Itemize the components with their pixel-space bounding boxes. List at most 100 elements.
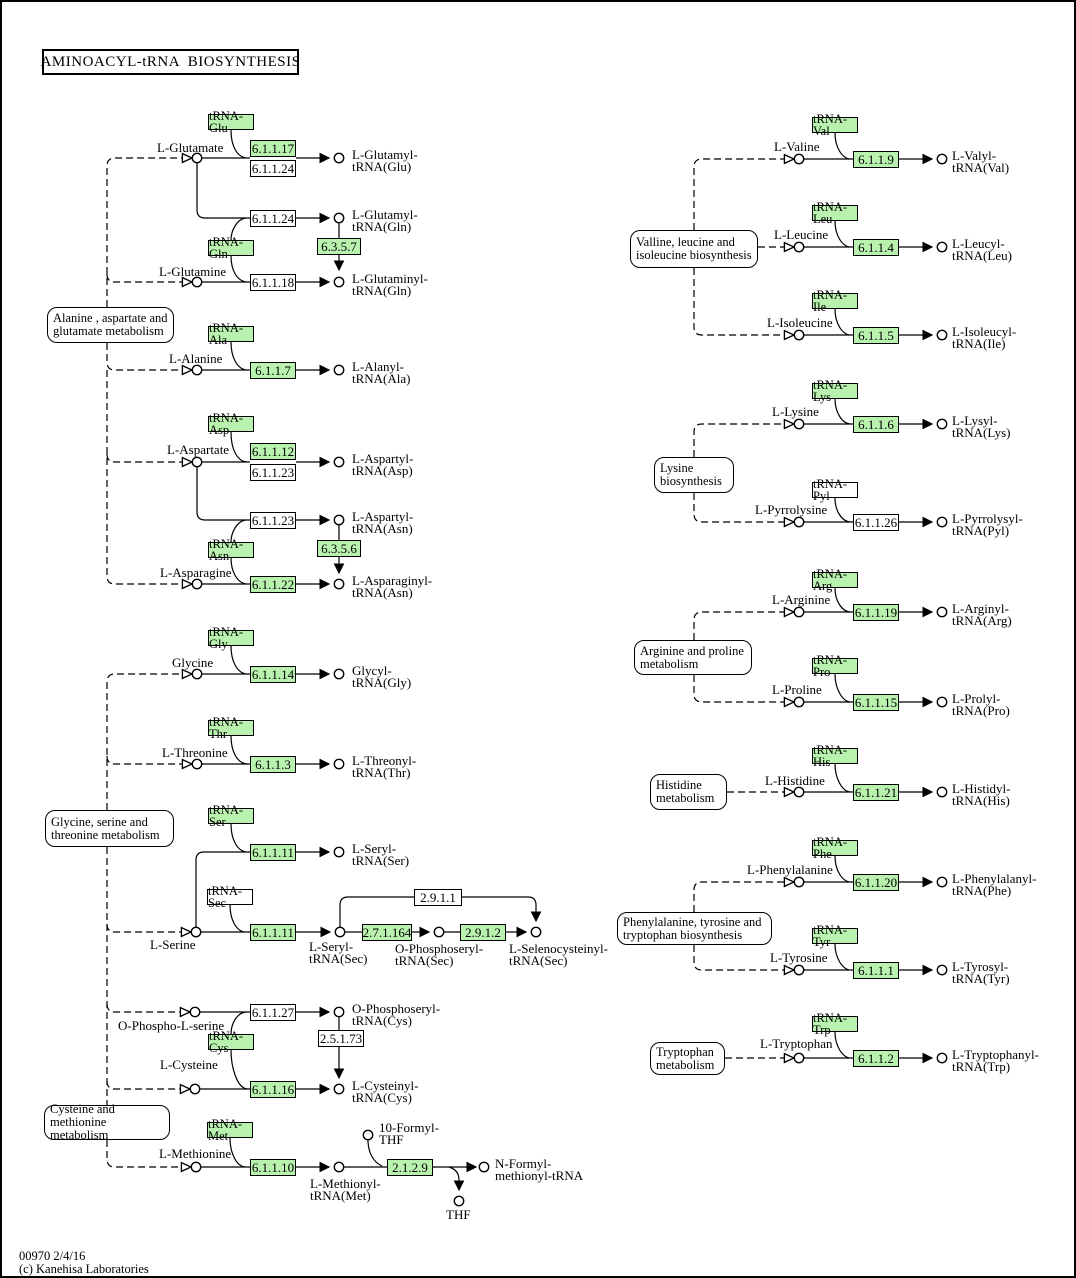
enzyme-box-6-1-1-14[interactable]: 6.1.1.14 (250, 666, 296, 683)
product-circle-seryl-trna-sec[interactable] (334, 926, 346, 938)
trna-box-ile[interactable]: tRNA-Ile (812, 288, 858, 313)
module-box-valine-leucine-isoleucine[interactable]: Valline, leucine and isoleucine biosynth… (630, 230, 758, 268)
enzyme-box-6-1-1-22[interactable]: 6.1.1.22 (250, 576, 296, 593)
trna-box-his[interactable]: tRNA-His (812, 743, 858, 768)
trna-box-tyr[interactable]: tRNA-Tyr (812, 923, 858, 948)
trna-box-thr[interactable]: tRNA-Thr (208, 715, 254, 740)
trna-box-cys[interactable]: tRNA-Cys (208, 1029, 254, 1054)
product-circle-cys-trna[interactable] (333, 1083, 345, 1095)
enzyme-box-6-1-1-26[interactable]: 6.1.1.26 (853, 514, 899, 531)
enzyme-box-6-1-1-24[interactable]: 6.1.1.24 (250, 160, 296, 177)
product-circle-leu-trna[interactable] (936, 241, 948, 253)
product-circle-his-trna[interactable] (936, 786, 948, 798)
substrate-circle-glu[interactable] (191, 152, 203, 164)
module-box-tryptophan-metabolism[interactable]: Tryptophan metabolism (650, 1042, 725, 1075)
product-circle-ile-trna[interactable] (936, 329, 948, 341)
trna-box-ala[interactable]: tRNA-Ala (208, 321, 254, 346)
substrate-circle-asp[interactable] (191, 456, 203, 468)
product-circle-glu-trna[interactable] (333, 152, 345, 164)
enzyme-box-6-1-1-10[interactable]: 6.1.1.10 (250, 1159, 296, 1176)
substrate-circle-trp[interactable] (793, 1052, 805, 1064)
module-box-alanine-aspartate-glutamate[interactable]: Alanine , aspartate and glutamate metabo… (47, 307, 174, 343)
trna-box-gly[interactable]: tRNA-Gly (208, 625, 254, 650)
enzyme-box-6-1-1-17[interactable]: 6.1.1.17 (250, 140, 296, 157)
substrate-circle-ser[interactable] (190, 926, 202, 938)
product-circle-n-formyl-methionyl-trna[interactable] (478, 1161, 490, 1173)
trna-box-gln[interactable]: tRNA-Gln (208, 235, 254, 260)
product-circle-asp-trna[interactable] (333, 456, 345, 468)
module-box-cysteine-methionine[interactable]: Cysteine and methionine metabolism (44, 1103, 170, 1142)
module-box-lysine-biosynthesis[interactable]: Lysine biosynthesis (654, 457, 734, 493)
product-circle-selenocysteinyl-trna-sec[interactable] (530, 926, 542, 938)
enzyme-box-6-1-1-18[interactable]: 6.1.1.18 (250, 274, 296, 291)
substrate-circle-lys[interactable] (793, 418, 805, 430)
product-circle-gly-trna[interactable] (333, 668, 345, 680)
product-circle-arg-trna[interactable] (936, 606, 948, 618)
enzyme-box-2-9-1-1[interactable]: 2.9.1.1 (414, 889, 462, 906)
enzyme-box-6-1-1-11-2[interactable]: 6.1.1.11 (250, 924, 296, 941)
product-circle-glu-trna-gln[interactable] (333, 212, 345, 224)
substrate-circle-phe[interactable] (793, 876, 805, 888)
substrate-circle-tyr[interactable] (793, 964, 805, 976)
product-circle-trp-trna[interactable] (936, 1052, 948, 1064)
trna-box-val[interactable]: tRNA-Val (812, 112, 858, 137)
enzyme-box-6-1-1-12[interactable]: 6.1.1.12 (250, 443, 296, 460)
trna-box-glu[interactable]: tRNA-Glu (208, 109, 254, 134)
trna-box-phe[interactable]: tRNA-Phe (812, 835, 858, 860)
substrate-circle-pro[interactable] (793, 696, 805, 708)
enzyme-box-2-1-2-9[interactable]: 2.1.2.9 (387, 1159, 433, 1176)
enzyme-box-6-1-1-1[interactable]: 6.1.1.1 (853, 962, 899, 979)
substrate-circle-val[interactable] (793, 153, 805, 165)
trna-box-asn[interactable]: tRNA-Asn (208, 537, 254, 562)
product-circle-ala-trna[interactable] (333, 364, 345, 376)
cofactor-circle-thf[interactable] (453, 1195, 465, 1207)
substrate-circle-ala[interactable] (191, 364, 203, 376)
enzyme-box-6-1-1-23-2[interactable]: 6.1.1.23 (250, 512, 296, 529)
substrate-circle-leu[interactable] (793, 241, 805, 253)
substrate-circle-thr[interactable] (191, 758, 203, 770)
substrate-circle-asn[interactable] (191, 578, 203, 590)
substrate-circle-arg[interactable] (793, 606, 805, 618)
enzyme-box-6-1-1-23[interactable]: 6.1.1.23 (250, 464, 296, 481)
trna-box-met[interactable]: tRNA-Met (207, 1117, 253, 1142)
substrate-circle-gln[interactable] (191, 276, 203, 288)
substrate-circle-pyl[interactable] (793, 516, 805, 528)
product-circle-asp-trna-asn[interactable] (333, 514, 345, 526)
trna-box-sec[interactable]: tRNA-Sec (207, 884, 253, 909)
enzyme-box-6-1-1-24-2[interactable]: 6.1.1.24 (250, 210, 296, 227)
module-box-glycine-serine-threonine[interactable]: Glycine, serine and threonine metabolism (45, 810, 174, 847)
trna-box-asp[interactable]: tRNA-Asp (208, 411, 254, 436)
trna-box-trp[interactable]: tRNA-Trp (812, 1011, 858, 1036)
enzyme-box-6-1-1-3[interactable]: 6.1.1.3 (250, 756, 296, 773)
product-circle-gln-trna[interactable] (333, 276, 345, 288)
module-box-arginine-proline[interactable]: Arginine and proline metabolism (634, 640, 752, 675)
product-circle-o-phosphoseryl-trna-sec[interactable] (433, 926, 445, 938)
trna-box-ser[interactable]: tRNA-Ser (208, 803, 254, 828)
substrate-circle-ile[interactable] (793, 329, 805, 341)
enzyme-box-6-3-5-7[interactable]: 6.3.5.7 (317, 238, 361, 255)
product-circle-lys-trna[interactable] (936, 418, 948, 430)
product-circle-val-trna[interactable] (936, 153, 948, 165)
trna-box-pyl[interactable]: tRNA-Pyl (812, 477, 858, 502)
enzyme-box-6-3-5-6[interactable]: 6.3.5.6 (317, 540, 361, 557)
module-box-histidine-metabolism[interactable]: Histidine metabolism (650, 774, 727, 810)
product-circle-o-phosphoseryl-trna-cys[interactable] (333, 1006, 345, 1018)
trna-box-leu[interactable]: tRNA-Leu (812, 200, 858, 225)
trna-box-lys[interactable]: tRNA-Lys (812, 378, 858, 403)
product-circle-phe-trna[interactable] (936, 876, 948, 888)
enzyme-box-6-1-1-27[interactable]: 6.1.1.27 (250, 1004, 296, 1021)
substrate-circle-met[interactable] (190, 1161, 202, 1173)
enzyme-box-6-1-1-19[interactable]: 6.1.1.19 (853, 604, 899, 621)
enzyme-box-6-1-1-9[interactable]: 6.1.1.9 (853, 151, 899, 168)
enzyme-box-6-1-1-7[interactable]: 6.1.1.7 (250, 362, 296, 379)
enzyme-box-6-1-1-2[interactable]: 6.1.1.2 (853, 1050, 899, 1067)
product-circle-thr-trna[interactable] (333, 758, 345, 770)
product-circle-pro-trna[interactable] (936, 696, 948, 708)
enzyme-box-2-9-1-2[interactable]: 2.9.1.2 (460, 924, 506, 941)
enzyme-box-6-1-1-4[interactable]: 6.1.1.4 (853, 239, 899, 256)
product-circle-met-trna[interactable] (333, 1161, 345, 1173)
enzyme-box-6-1-1-11[interactable]: 6.1.1.11 (250, 844, 296, 861)
substrate-circle-o-phospho-l-serine[interactable] (189, 1006, 201, 1018)
enzyme-box-6-1-1-20[interactable]: 6.1.1.20 (853, 874, 899, 891)
product-circle-tyr-trna[interactable] (936, 964, 948, 976)
